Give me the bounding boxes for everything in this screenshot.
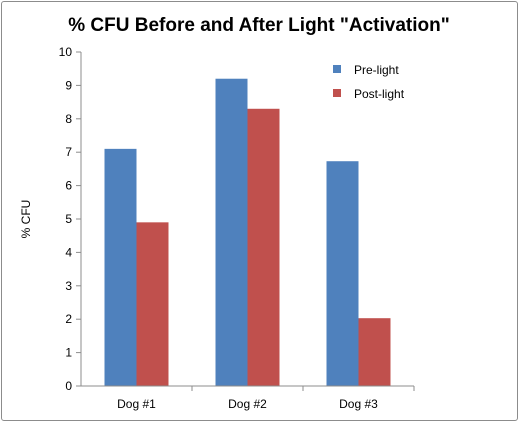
- y-tick-label: 9: [65, 78, 72, 92]
- y-tick-label: 8: [65, 112, 72, 126]
- bar-post-light-2: [247, 108, 280, 386]
- legend-label: Pre-light: [354, 63, 399, 77]
- y-tick-label: 4: [65, 245, 72, 259]
- y-tick-label: 0: [65, 379, 72, 393]
- x-category-label: Dog #2: [228, 397, 267, 411]
- y-tick-label: 10: [59, 45, 73, 59]
- x-axis-labels: Dog #1 Dog #2 Dog #3: [117, 386, 415, 411]
- y-axis-ticks: 0 1 2 3 4 5 6 7 8 9 10: [59, 45, 81, 393]
- x-category-label: Dog #1: [117, 397, 156, 411]
- x-category-label: Dog #3: [339, 397, 378, 411]
- legend: Pre-light Post-light: [333, 63, 405, 101]
- y-tick-label: 6: [65, 179, 72, 193]
- chart-title: % CFU Before and After Light "Activation…: [68, 15, 450, 36]
- legend-swatch: [333, 65, 341, 73]
- legend-swatch: [333, 89, 341, 97]
- bar-pre-light-3: [326, 161, 359, 386]
- bar-post-light-3: [358, 318, 391, 386]
- y-axis-label: % CFU: [19, 200, 33, 239]
- bar-pre-light-1: [104, 148, 137, 386]
- bar-pre-light-2: [215, 78, 248, 386]
- y-tick-label: 1: [65, 346, 72, 360]
- legend-label: Post-light: [354, 87, 405, 101]
- y-tick-label: 5: [65, 212, 72, 226]
- y-tick-label: 3: [65, 279, 72, 293]
- y-tick-label: 7: [65, 145, 72, 159]
- bar-post-light-1: [136, 222, 169, 386]
- y-tick-label: 2: [65, 312, 72, 326]
- bars-group: [104, 78, 391, 386]
